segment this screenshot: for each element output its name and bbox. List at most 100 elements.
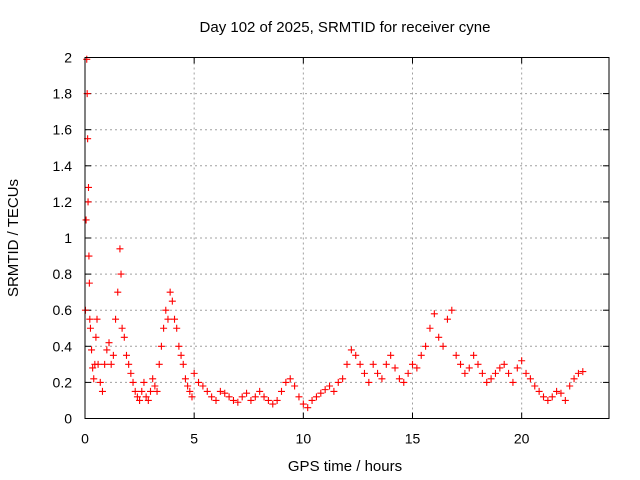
data-point xyxy=(195,378,203,386)
data-point xyxy=(85,279,93,287)
data-point xyxy=(199,382,207,390)
data-point xyxy=(101,360,109,368)
x-tick-label: 20 xyxy=(514,431,530,447)
data-point xyxy=(162,306,170,314)
data-point xyxy=(190,369,198,377)
data-point xyxy=(299,400,307,408)
data-point xyxy=(269,400,277,408)
data-point xyxy=(496,364,504,372)
data-point xyxy=(136,396,144,404)
data-point xyxy=(122,351,130,359)
data-point xyxy=(118,324,126,332)
data-point xyxy=(382,360,390,368)
data-series-srmtid xyxy=(81,55,587,412)
data-point xyxy=(378,375,386,383)
data-point xyxy=(448,306,456,314)
data-point xyxy=(522,369,530,377)
data-point xyxy=(387,351,395,359)
y-tick-label: 1.2 xyxy=(53,194,73,210)
data-point xyxy=(83,55,91,63)
data-point xyxy=(260,393,268,401)
data-point xyxy=(395,375,403,383)
data-point xyxy=(435,333,443,341)
data-point xyxy=(365,378,373,386)
data-point xyxy=(225,393,233,401)
data-point xyxy=(500,360,508,368)
data-point xyxy=(282,378,290,386)
data-point xyxy=(127,369,135,377)
data-point xyxy=(125,360,133,368)
data-point xyxy=(491,369,499,377)
data-point xyxy=(461,369,469,377)
y-tick-label: 1.6 xyxy=(53,122,73,138)
data-point xyxy=(243,389,251,397)
x-tick-label: 0 xyxy=(81,431,89,447)
y-tick-label: 0.4 xyxy=(53,338,73,354)
data-point xyxy=(129,378,137,386)
data-point xyxy=(557,389,565,397)
data-point xyxy=(317,389,325,397)
data-point xyxy=(175,342,183,350)
y-tick-label: 0.6 xyxy=(53,302,73,318)
data-point xyxy=(518,357,526,365)
data-point xyxy=(278,387,285,395)
plot-frame xyxy=(84,57,610,419)
data-point xyxy=(142,393,150,401)
data-point xyxy=(409,360,416,368)
data-point xyxy=(339,375,347,383)
data-point xyxy=(151,382,159,390)
data-point xyxy=(308,396,316,404)
x-tick-label: 5 xyxy=(190,431,198,447)
data-point xyxy=(360,369,368,377)
data-point xyxy=(505,369,513,377)
data-point xyxy=(413,364,421,372)
y-tick-label: 1.8 xyxy=(53,86,73,102)
data-point xyxy=(157,342,165,350)
data-point xyxy=(229,396,237,404)
data-point xyxy=(184,382,192,390)
data-point xyxy=(487,375,495,383)
y-tick-label: 1 xyxy=(64,230,72,246)
data-point xyxy=(251,393,259,401)
data-point xyxy=(535,387,543,395)
data-point xyxy=(334,378,342,386)
data-point xyxy=(168,297,176,305)
data-point xyxy=(574,369,582,377)
data-point xyxy=(452,351,460,359)
chart-title: Day 102 of 2025, SRMTID for receiver cyn… xyxy=(200,19,491,36)
data-point xyxy=(105,339,113,347)
data-point xyxy=(352,351,360,359)
data-point xyxy=(544,396,552,404)
data-point xyxy=(312,393,320,401)
data-point xyxy=(103,346,111,354)
x-axis-label: GPS time / hours xyxy=(288,458,402,475)
data-point xyxy=(149,375,157,383)
data-point xyxy=(164,315,172,323)
data-point xyxy=(90,375,98,383)
data-point xyxy=(138,387,146,395)
data-point xyxy=(347,346,355,354)
y-tick-label: 2 xyxy=(64,50,72,66)
data-point xyxy=(330,387,338,395)
data-point xyxy=(171,315,179,323)
data-point xyxy=(120,333,128,341)
data-point xyxy=(470,351,478,359)
data-point xyxy=(321,386,329,394)
data-point xyxy=(86,324,94,332)
data-point xyxy=(540,393,547,401)
data-point xyxy=(374,369,382,377)
data-point xyxy=(89,364,97,372)
data-point xyxy=(566,382,574,390)
data-point xyxy=(526,375,534,383)
data-point xyxy=(208,393,216,401)
data-point xyxy=(82,216,90,224)
data-point xyxy=(221,389,229,397)
data-point xyxy=(94,360,102,368)
data-point xyxy=(343,360,351,368)
data-point xyxy=(114,288,122,296)
data-point xyxy=(570,375,578,383)
data-point xyxy=(391,364,399,372)
data-point xyxy=(173,324,181,332)
data-point xyxy=(422,342,430,350)
